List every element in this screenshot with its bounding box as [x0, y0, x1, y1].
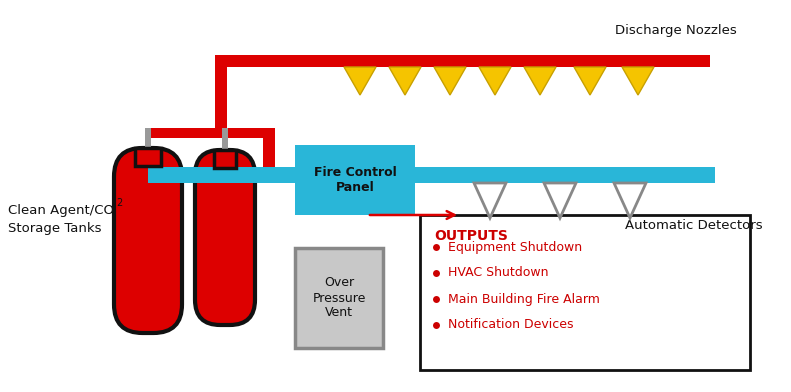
Text: HVAC Shutdown: HVAC Shutdown: [448, 267, 548, 279]
Text: 2: 2: [116, 198, 123, 208]
Bar: [295, 145, 415, 215]
Bar: [215, 55, 710, 67]
Polygon shape: [544, 183, 576, 218]
FancyBboxPatch shape: [114, 148, 182, 333]
Polygon shape: [622, 67, 654, 95]
Text: OUTPUTS: OUTPUTS: [434, 229, 508, 243]
Polygon shape: [574, 67, 606, 95]
Bar: [215, 55, 227, 128]
Text: Fire Control
Panel: Fire Control Panel: [313, 166, 396, 194]
Text: Equipment Shutdown: Equipment Shutdown: [448, 241, 582, 254]
Polygon shape: [344, 67, 376, 95]
FancyBboxPatch shape: [195, 150, 255, 325]
Polygon shape: [389, 67, 421, 95]
Bar: [214, 150, 237, 168]
Polygon shape: [474, 183, 506, 218]
Text: Main Building Fire Alarm: Main Building Fire Alarm: [448, 292, 600, 305]
Text: Notification Devices: Notification Devices: [448, 318, 573, 332]
Polygon shape: [524, 67, 556, 95]
Text: Discharge Nozzles: Discharge Nozzles: [615, 24, 736, 36]
Bar: [135, 148, 161, 166]
Polygon shape: [614, 183, 646, 218]
Text: Clean Agent/CO: Clean Agent/CO: [8, 203, 114, 216]
Bar: [148, 167, 715, 183]
Bar: [148, 128, 275, 138]
Text: Storage Tanks: Storage Tanks: [8, 221, 101, 234]
Text: Over
Pressure
Vent: Over Pressure Vent: [312, 276, 365, 319]
Bar: [420, 215, 750, 370]
Polygon shape: [479, 67, 511, 95]
Bar: [145, 128, 151, 148]
Bar: [222, 128, 228, 150]
Polygon shape: [434, 67, 466, 95]
Bar: [263, 128, 275, 167]
Text: Automatic Detectors: Automatic Detectors: [625, 218, 763, 232]
Bar: [295, 248, 383, 348]
